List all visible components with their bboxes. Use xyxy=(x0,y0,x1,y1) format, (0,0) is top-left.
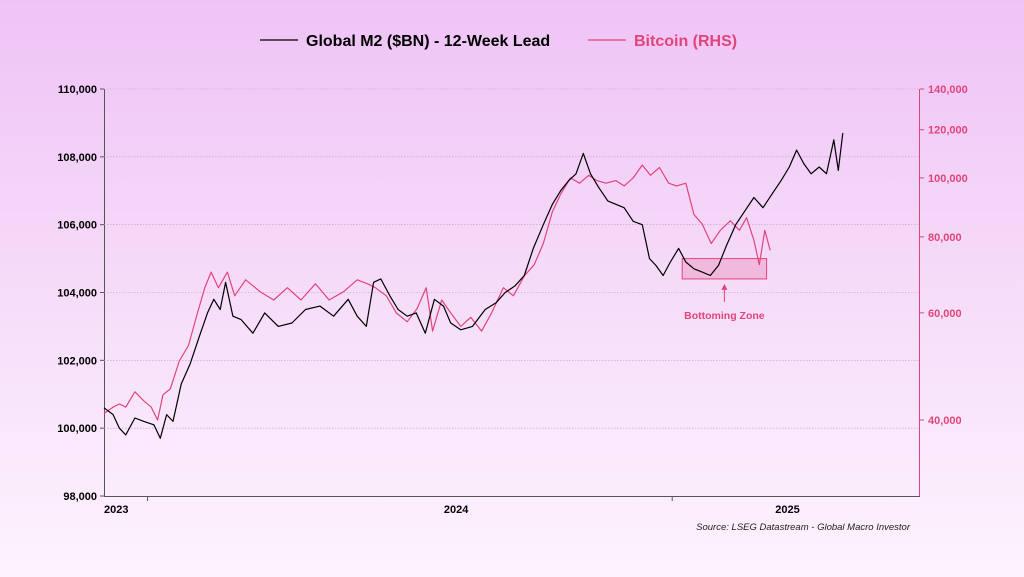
left-tick-label: 100,000 xyxy=(57,423,97,435)
grid xyxy=(104,88,920,429)
right-tick-label: 40,000 xyxy=(928,415,962,427)
right-tick-label: 60,000 xyxy=(928,308,962,320)
right-tick-label: 100,000 xyxy=(928,173,968,185)
left-tick-label: 108,000 xyxy=(57,152,97,164)
x-axis-ticks: 2023 2024 2025 xyxy=(104,496,800,516)
right-tick-label: 80,000 xyxy=(928,232,962,244)
left-tick-label: 102,000 xyxy=(57,355,97,367)
plot-area: 98,000 100,000 102,000 104,000 106,000 108,00… xyxy=(57,84,968,516)
annotation-arrowhead xyxy=(721,283,728,290)
legend-label-btc: Bitcoin (RHS) xyxy=(634,33,737,50)
series-layer xyxy=(103,133,844,439)
x-tick-label: 2023 xyxy=(104,504,128,516)
legend: Global M2 ($BN) - 12-Week Lead Bitcoin (… xyxy=(260,33,737,50)
series-line-bitcoin xyxy=(103,164,771,421)
annotation-label: Bottoming Zone xyxy=(684,310,765,322)
x-tick-label: 2025 xyxy=(775,504,799,516)
right-axis-ticks: 40,000 60,000 80,000 100,000 120,000 140,000 xyxy=(920,84,968,427)
bottoming-zone-box xyxy=(681,258,768,280)
right-tick-label: 140,000 xyxy=(928,84,968,96)
left-tick-label: 106,000 xyxy=(57,220,97,232)
x-tick-label: 2024 xyxy=(444,504,469,516)
left-tick-label: 98,000 xyxy=(63,491,97,503)
series-line-global-m2 xyxy=(103,133,844,439)
legend-label-m2: Global M2 ($BN) - 12-Week Lead xyxy=(306,33,550,50)
right-tick-label: 120,000 xyxy=(928,125,968,137)
left-tick-label: 104,000 xyxy=(57,288,97,300)
left-axis-ticks: 98,000 100,000 102,000 104,000 106,000 108,00… xyxy=(57,84,104,503)
left-tick-label: 110,000 xyxy=(58,84,97,96)
source-note: Source: LSEG Datastream - Global Macro I… xyxy=(696,522,911,533)
annotation-layer: Bottoming Zone xyxy=(681,258,768,322)
